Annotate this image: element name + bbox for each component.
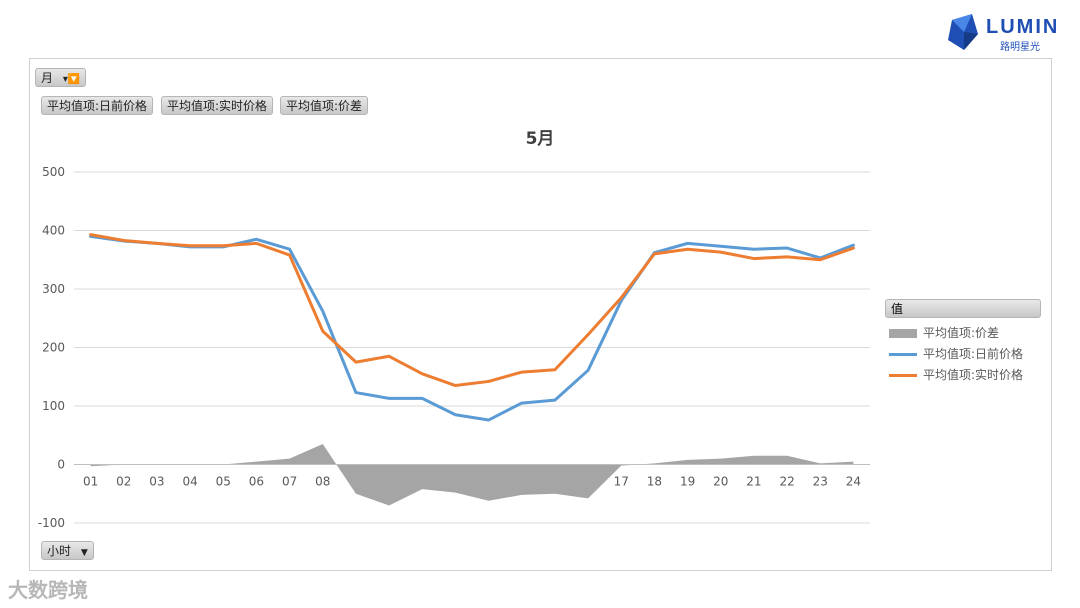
legend-swatch-spread <box>889 329 917 338</box>
legend-item-spread: 平均值项:价差 <box>889 324 999 341</box>
chevron-down-icon: ▼ <box>80 548 88 558</box>
footer-watermark: 大数跨境 <box>8 578 88 602</box>
legend-item-realtime: 平均值项:实时价格 <box>889 366 1023 383</box>
value-field-pill-0[interactable]: 平均值项:日前价格 <box>41 96 154 115</box>
legend-swatch-realtime <box>889 374 917 377</box>
filter-field-label: 月 <box>41 71 54 85</box>
filter-dropdown-icon: ▾🔽 <box>62 74 81 85</box>
legend-item-dayahead: 平均值项:日前价格 <box>889 345 1023 362</box>
axis-field-hour[interactable]: 小时 ▼ <box>41 541 94 560</box>
legend-label-realtime: 平均值项:实时价格 <box>923 368 1024 382</box>
brand-logo: LUMIN 路明星光 <box>944 10 1059 54</box>
lumin-logo-icon <box>948 14 978 50</box>
value-field-pill-2[interactable]: 平均值项:价差 <box>280 96 369 115</box>
brand-name: LUMIN <box>986 16 1060 38</box>
axis-field-label: 小时 <box>47 544 72 558</box>
value-field-pill-1[interactable]: 平均值项:实时价格 <box>161 96 274 115</box>
legend-label-dayahead: 平均值项:日前价格 <box>923 347 1024 361</box>
legend-swatch-dayahead <box>889 353 917 356</box>
legend-title[interactable]: 值 <box>885 299 1041 318</box>
brand-sub: 路明星光 <box>1000 42 1040 53</box>
filter-field-month[interactable]: 月 ▾🔽 <box>35 68 87 87</box>
legend-label-spread: 平均值项:价差 <box>923 326 1000 340</box>
